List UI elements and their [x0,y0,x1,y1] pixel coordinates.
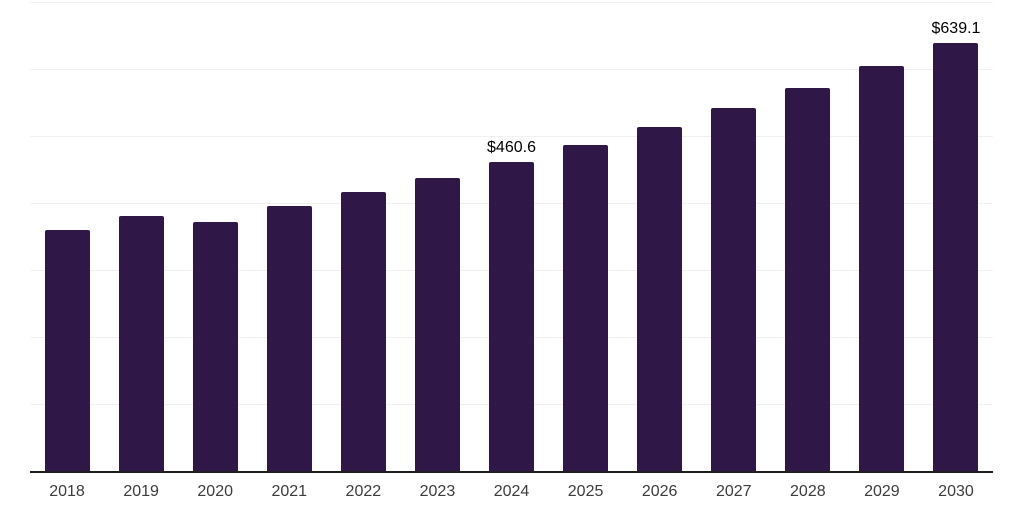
bar-2025 [563,145,609,471]
x-tick-label-2029: 2029 [864,483,900,500]
x-tick-label-2030: 2030 [938,483,974,500]
x-tick-label-2018: 2018 [49,483,85,500]
bar-2030 [933,42,979,471]
bar-column-2025 [549,2,623,471]
bar-column-2022 [326,2,400,471]
bar-column-2029 [845,2,919,471]
bar-2026 [637,127,683,471]
bar-column-2030: $639.1 [919,2,993,471]
bar-2029 [859,65,905,471]
x-tick-label-2022: 2022 [345,483,382,500]
bar-column-2023 [400,2,474,471]
bar-column-2021 [252,2,326,471]
bar-2023 [414,178,460,471]
bar-2027 [711,107,757,471]
bar-2028 [785,87,831,471]
bar-2024 [489,162,534,471]
bar-column-2020 [178,2,252,471]
plot-area: $460.6 $639.1 [30,2,993,473]
x-tick-label-2028: 2028 [790,483,826,500]
x-tick-label-2021: 2021 [271,483,308,500]
bar-column-2019 [104,2,178,471]
x-tick-label-2027: 2027 [715,483,752,500]
gridline-500 [30,136,993,137]
bar-column-2028 [771,2,845,471]
x-tick-label-2023: 2023 [419,483,456,500]
bar-value-label-2030: $639.1 [931,19,981,37]
x-axis-tick-labels: 2018 2019 2020 2021 2022 2023 2024 2025 2026 2027… [30,484,993,500]
x-tick-label-2026: 2026 [641,483,678,500]
bar-column-2018 [30,2,104,471]
bar-column-2026 [623,2,697,471]
bar-column-2024: $460.6 [474,2,548,471]
bar-2019 [118,216,164,471]
bar-2020 [192,221,238,471]
x-tick-label-2025: 2025 [567,483,604,500]
bars-container: $460.6 $639.1 [30,2,993,471]
x-tick-label-2019: 2019 [123,483,159,500]
x-tick-label-2020: 2020 [197,483,233,500]
bar-2021 [266,206,312,471]
bar-2022 [340,192,386,471]
x-tick-label-2024: 2024 [493,483,530,500]
bar-2018 [44,230,90,471]
bar-column-2027 [697,2,771,471]
bar-value-label-2024: $460.6 [487,139,536,157]
gridline-700 [30,2,993,3]
gridline-600 [30,69,993,70]
